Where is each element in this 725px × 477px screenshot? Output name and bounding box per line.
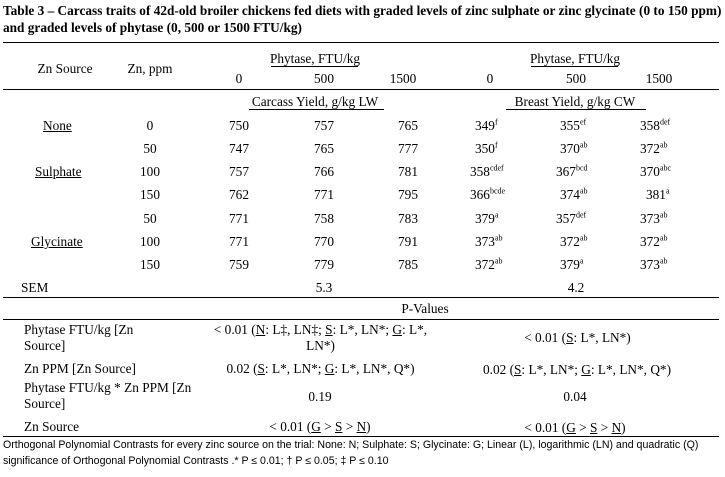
carcass-yield-underline (249, 109, 384, 110)
header-phytase-underline-2 (531, 66, 618, 67)
pvalue-row-3-label: Zn Source (24, 419, 80, 434)
header-level-500-b: 500 (566, 71, 586, 86)
row-3-ppm: 150 (140, 187, 160, 202)
row-2-carcass-1: 766 (314, 164, 334, 179)
pvalue-row-0-breast: < 0.01 (S: L*, LN*) (524, 330, 631, 345)
row-2-breast-0: 358cdef (470, 163, 504, 179)
row-3-breast-1: 374ab (560, 186, 588, 202)
sem-carcass: 5.3 (315, 280, 333, 295)
row-6-breast-2: 373ab (640, 256, 668, 272)
row-6-carcass-1: 779 (314, 257, 334, 272)
row-0-carcass-0: 750 (229, 118, 249, 133)
pvalue-row-1-breast: 0.02 (S: L*, LN*; G: L*, LN*, Q*) (482, 362, 672, 377)
header-phytase-group-1: Phytase, FTU/kg (269, 51, 361, 66)
pvalue-row-3-carcass: < 0.01 (G > S > N) (269, 419, 371, 434)
row-4-breast-1: 357def (556, 210, 587, 226)
row-6-carcass-2: 785 (398, 257, 418, 272)
sem-breast: 4.2 (567, 280, 585, 295)
header-level-1500: 1500 (389, 71, 417, 86)
pvalue-row-2-label: Phytase FTU/kg * Zn PPM [Zn Source] (24, 380, 192, 411)
sem-rule (3, 297, 719, 298)
row-2-breast-2: 370abc (640, 163, 672, 179)
pvalues-rule (3, 319, 719, 320)
row-3-carcass-1: 771 (314, 187, 334, 202)
header-level-0: 0 (235, 71, 243, 86)
row-5-carcass-1: 770 (314, 234, 334, 249)
row-0-carcass-2: 765 (398, 118, 418, 133)
row-0-breast-1: 355ef (560, 117, 587, 133)
row-1-breast-2: 372ab (640, 140, 668, 156)
row-3-breast-2: 381a (646, 186, 670, 202)
pvalue-row-1-label: Zn PPM [Zn Source] (24, 361, 136, 376)
row-1-carcass-0: 747 (229, 141, 249, 156)
pvalue-row-0-label: Phytase FTU/kg [Zn Source] (24, 322, 134, 353)
row-3-carcass-0: 762 (229, 187, 249, 202)
header-phytase-group-2: Phytase, FTU/kg (529, 51, 621, 66)
row-1-carcass-2: 777 (398, 141, 418, 156)
header-level-500: 500 (314, 71, 334, 86)
row-6-breast-1: 379a (560, 256, 584, 272)
row-5-breast-2: 372ab (640, 233, 668, 249)
row-2-ppm: 100 (140, 164, 160, 179)
sem-label: SEM (21, 280, 49, 295)
pvalue-row-2-carcass: 0.19 (308, 389, 332, 404)
row-2-source: Sulphate (35, 164, 82, 179)
row-5-breast-1: 372ab (560, 233, 588, 249)
pvalue-row-1-carcass: 0.02 (S: L*, LN*; G: L*, LN*, Q*) (226, 361, 415, 376)
row-6-carcass-0: 759 (229, 257, 249, 272)
pvalue-row-2-breast: 0.04 (563, 389, 587, 404)
row-4-ppm: 50 (143, 211, 157, 226)
row-1-ppm: 50 (143, 141, 157, 156)
row-3-carcass-2: 795 (398, 187, 418, 202)
table-footnote: Orthogonal Polynomial Contrasts for ever… (3, 439, 699, 467)
row-5-carcass-0: 771 (229, 234, 249, 249)
header-rule (3, 89, 719, 90)
row-4-breast-0: 379a (475, 210, 499, 226)
pvalue-row-3-breast: < 0.01 (G > S > N) (524, 420, 626, 435)
header-level-1500-b: 1500 (645, 71, 673, 86)
pvalue-row-0-carcass: < 0.01 (N: L‡, LN‡; S: L*, LN*; G: L*, L… (213, 322, 428, 353)
header-zn-ppm: Zn, ppm (127, 61, 173, 76)
row-5-ppm: 100 (140, 234, 160, 249)
row-1-carcass-1: 765 (314, 141, 334, 156)
top-rule (3, 42, 719, 43)
row-5-carcass-2: 791 (398, 234, 418, 249)
row-3-breast-0: 366bcde (470, 186, 506, 202)
row-4-carcass-1: 758 (314, 211, 334, 226)
row-2-breast-1: 367bcd (556, 163, 588, 179)
header-level-0-b: 0 (486, 71, 494, 86)
header-carcass-yield: Carcass Yield, g/kg LW (251, 94, 379, 109)
table-title: Table 3 – Carcass traits of 42d-old broi… (3, 3, 722, 35)
row-2-carcass-0: 757 (229, 164, 249, 179)
row-2-carcass-2: 781 (398, 164, 418, 179)
row-0-carcass-1: 757 (314, 118, 334, 133)
row-4-breast-2: 373ab (640, 210, 668, 226)
row-0-breast-2: 358def (640, 117, 671, 133)
pvalues-heading: P-Values (401, 301, 449, 316)
row-4-carcass-2: 783 (398, 211, 418, 226)
bottom-rule (3, 436, 719, 437)
header-zn-source: Zn Source (37, 61, 93, 76)
row-0-source: None (43, 118, 72, 133)
row-0-breast-0: 349f (475, 117, 498, 133)
row-5-breast-0: 373ab (475, 233, 503, 249)
header-phytase-underline-1 (271, 66, 358, 67)
row-6-breast-0: 372ab (475, 256, 503, 272)
row-6-ppm: 150 (140, 257, 160, 272)
row-1-breast-0: 350f (475, 140, 498, 156)
row-4-carcass-0: 771 (229, 211, 249, 226)
breast-yield-underline (506, 109, 646, 110)
row-0-ppm: 0 (146, 118, 154, 133)
row-5-source: Glycinate (31, 234, 83, 249)
row-1-breast-1: 370ab (560, 140, 588, 156)
header-breast-yield: Breast Yield, g/kg CW (514, 94, 636, 109)
